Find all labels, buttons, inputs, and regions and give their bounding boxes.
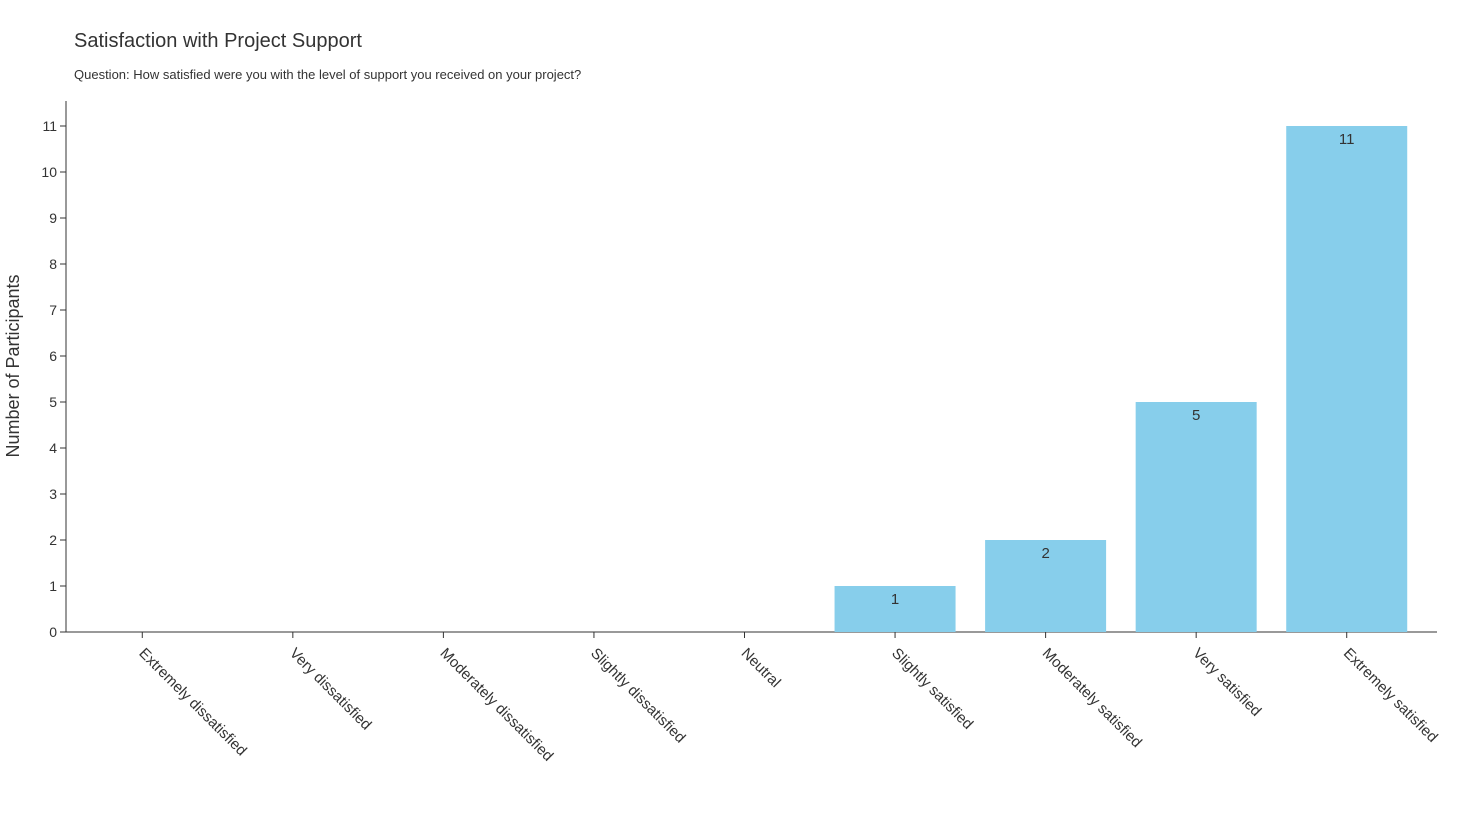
x-tick-label: Slightly dissatisfied: [587, 645, 689, 747]
bar: [834, 586, 956, 632]
y-tick-label: 7: [49, 302, 57, 318]
chart-title: Satisfaction with Project Support: [74, 30, 362, 52]
data-label: 2: [1041, 545, 1049, 562]
y-tick-label: 1: [49, 578, 57, 594]
x-tick-label: Very dissatisfied: [286, 645, 375, 734]
y-tick-label: 5: [49, 394, 57, 410]
bar: [1286, 126, 1408, 632]
x-tick-label: Neutral: [738, 645, 784, 691]
y-tick-label: 3: [49, 486, 57, 502]
x-tick-label: Moderately dissatisfied: [437, 645, 557, 765]
x-tick-label: Moderately satisfied: [1039, 645, 1145, 751]
x-tick-label: Slightly satisfied: [888, 645, 976, 733]
y-tick-label: 10: [41, 164, 57, 180]
data-label: 11: [1339, 131, 1355, 148]
y-tick-label: 6: [49, 348, 57, 364]
chart-subtitle: Question: How satisfied were you with th…: [74, 67, 582, 82]
y-tick-label: 2: [49, 532, 57, 548]
data-label: 5: [1192, 407, 1200, 424]
y-tick-label: 8: [49, 256, 57, 272]
x-tick-label: Extremely satisfied: [1340, 645, 1441, 746]
bar: [1135, 402, 1257, 632]
y-tick-label: 11: [42, 118, 57, 134]
y-tick-label: 4: [49, 440, 57, 456]
bar: [985, 540, 1107, 632]
y-axis-label: Number of Participants: [3, 274, 23, 457]
y-tick-label: 9: [49, 210, 57, 226]
data-label: 1: [891, 591, 899, 608]
x-tick-label: Very satisfied: [1189, 645, 1264, 720]
x-tick-label: Extremely dissatisfied: [135, 645, 250, 760]
y-tick-label: 0: [49, 624, 57, 640]
